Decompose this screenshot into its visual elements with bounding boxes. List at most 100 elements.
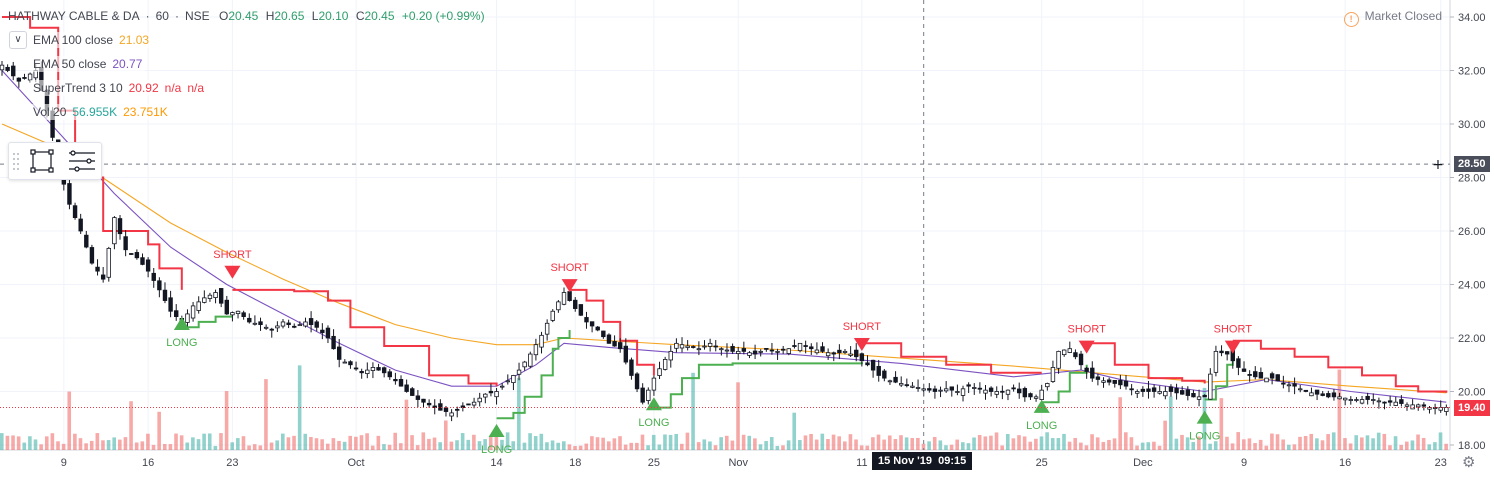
time-tick-label: 16 [142, 457, 154, 469]
volume-bar [376, 435, 381, 450]
price-axis[interactable] [1450, 0, 1494, 474]
candle-body [1151, 387, 1157, 392]
volume-bar [578, 445, 583, 450]
candle-body [882, 370, 887, 379]
volume-bar [893, 439, 898, 450]
candle-body [247, 317, 252, 323]
volume-bar [1084, 445, 1089, 450]
legend-ema100[interactable]: EMA 100 close 21.03 [30, 32, 153, 48]
volume-bar [78, 438, 83, 450]
candle-body [280, 321, 286, 327]
candle-body [904, 384, 910, 387]
volume-bar [1320, 440, 1325, 450]
volume-bar [466, 439, 471, 450]
volume-bar [252, 444, 257, 450]
volume-bar [230, 442, 235, 450]
volume-bar [168, 444, 173, 450]
candle-body [370, 367, 376, 371]
candle-body [27, 73, 33, 81]
interval[interactable]: 60 [155, 9, 169, 23]
volume-bar [33, 439, 38, 450]
candle-body [814, 349, 820, 354]
candle-body [365, 369, 370, 374]
candle-body [140, 257, 145, 265]
market-status[interactable]: ! Market Closed [1343, 9, 1442, 27]
long-signal-label: LONG [1026, 420, 1057, 432]
settings-lines-icon[interactable] [69, 150, 95, 172]
volume-bar [1197, 436, 1201, 450]
volume-bar [876, 434, 881, 450]
crosshair-plus-icon[interactable]: + [1432, 157, 1444, 173]
crosshair-date: 15 Nov '19 [878, 455, 932, 467]
candle-body [1146, 388, 1151, 392]
candle-body [646, 389, 651, 401]
candle-body [466, 403, 471, 406]
time-tick-label: Dec [1133, 457, 1153, 469]
volume-bar [95, 433, 100, 450]
volume-bar [882, 439, 886, 450]
volume-bar [702, 439, 707, 450]
volume-bar [1090, 434, 1094, 450]
long-signal-label: LONG [1189, 431, 1220, 443]
volume-bar [1298, 436, 1302, 450]
candle-body [443, 407, 449, 412]
volume-bar [219, 433, 223, 450]
candle-body [522, 361, 527, 368]
volume-bar [899, 435, 903, 450]
candle-body [1292, 383, 1297, 387]
volume-bar [269, 442, 274, 450]
gear-icon[interactable]: ⚙ [1462, 454, 1476, 471]
candle-body [398, 379, 404, 387]
volume-bar [112, 437, 116, 450]
volume-bar [601, 437, 605, 450]
last-price-tag: 19.40 [1454, 399, 1490, 416]
candle-body [325, 327, 331, 339]
symbol-name[interactable]: HATHWAY CABLE & DA [8, 9, 140, 23]
candle-body [100, 274, 106, 280]
candle-body [477, 397, 482, 403]
candle-body [1118, 379, 1123, 386]
volume-bar [1034, 438, 1038, 450]
volume-bar [196, 439, 201, 450]
candle-body [258, 321, 263, 326]
volume-bar [1073, 438, 1078, 450]
drag-handle-icon[interactable] [13, 153, 19, 170]
candle-body [1241, 368, 1247, 372]
time-tick-label: 23 [1435, 457, 1447, 469]
volume-bar [511, 441, 516, 450]
candle-body [960, 388, 966, 396]
volume-bar [803, 435, 808, 450]
candle-body [797, 342, 803, 352]
volume-bar [427, 438, 431, 450]
legend-ema50[interactable]: EMA 50 close 20.77 [30, 56, 146, 72]
volume-bar [708, 441, 712, 450]
candle-body [544, 322, 550, 335]
candle-body [910, 385, 915, 388]
volume-bar [668, 434, 673, 450]
volume-bar [809, 433, 813, 450]
rectangle-select-icon[interactable] [30, 149, 54, 173]
candle-body [848, 353, 853, 356]
candle-body [994, 391, 999, 395]
long-signal-arrow [645, 397, 662, 411]
high-label: H [265, 9, 275, 23]
legend-supertrend[interactable]: SuperTrend 3 10 20.92 n/a n/a [30, 80, 208, 96]
candle-body [207, 294, 213, 299]
volume-bar [1292, 444, 1297, 450]
volume-bar [910, 438, 915, 450]
volume-bar [314, 438, 319, 450]
volume-bar [533, 436, 538, 450]
volume-bar [1163, 420, 1167, 450]
chevron-down-icon[interactable]: ∨ [9, 31, 27, 49]
volume-bar [320, 439, 324, 450]
candle-body [837, 349, 842, 354]
candle-body [1253, 371, 1258, 378]
volume-bar [786, 440, 791, 450]
candle-body [1269, 373, 1275, 379]
volume-bar [741, 434, 746, 450]
legend-volume[interactable]: Vol 20 56.955K 23.751K [30, 104, 171, 120]
candle-body [612, 341, 617, 347]
volume-bar [1225, 436, 1229, 450]
